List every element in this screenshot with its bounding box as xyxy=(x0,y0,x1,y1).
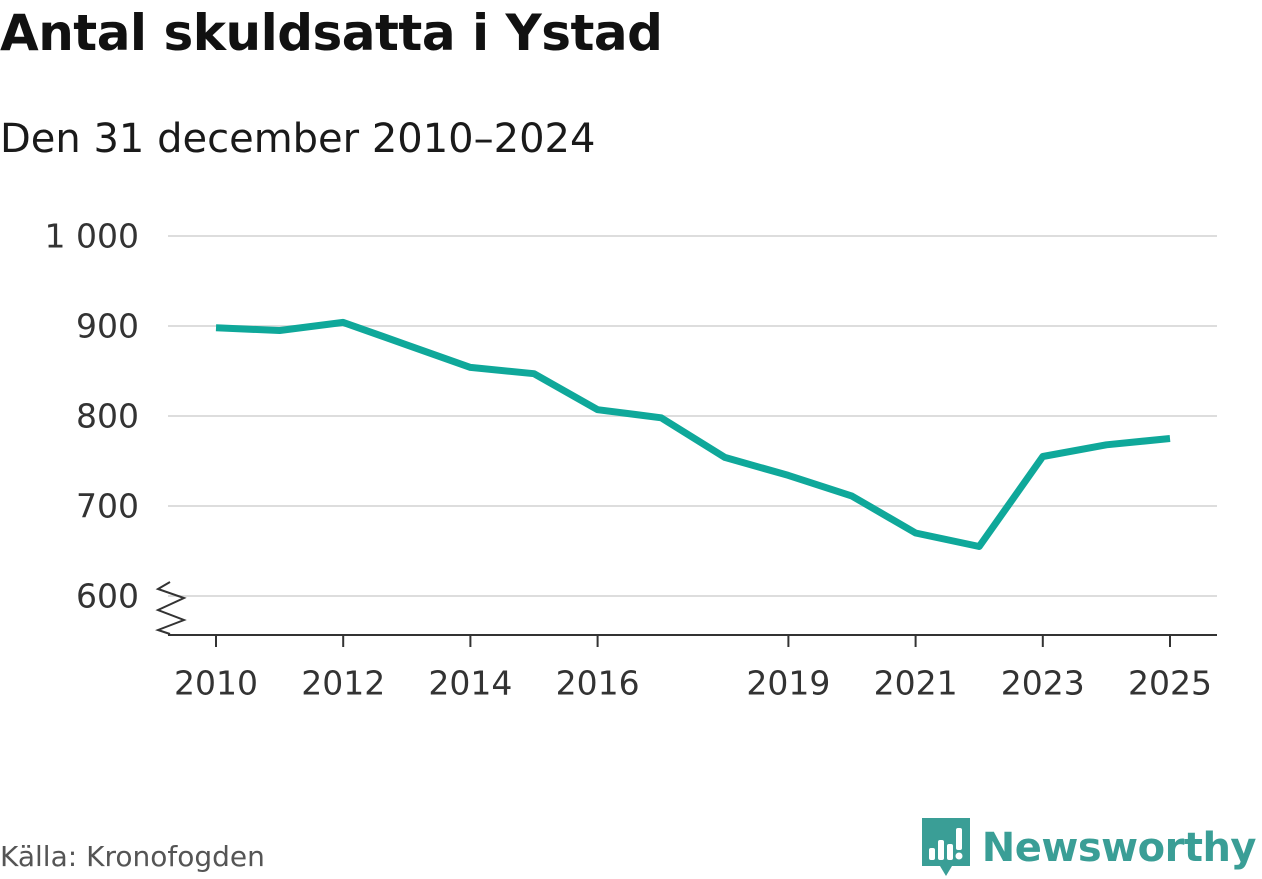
chart-subtitle: Den 31 december 2010–2024 xyxy=(0,116,596,162)
line-chart: 2010 2012 2014 2016 2019 2021 2023 2025 600 700 8… xyxy=(45,217,1217,703)
x-axis: 2010 2012 2014 2016 2019 2021 2023 2025 xyxy=(155,581,1217,703)
x-tick-label: 2012 xyxy=(301,664,385,703)
gridlines xyxy=(168,235,1217,597)
y-tick-label: 900 xyxy=(76,307,139,346)
source-note: Källa: Kronofogden xyxy=(0,840,265,873)
brand: Newsworthy xyxy=(921,818,1257,878)
x-tick-label: 2021 xyxy=(874,664,958,703)
y-tick-label: 800 xyxy=(76,397,139,436)
x-tick-label: 2019 xyxy=(746,664,830,703)
y-tick-label: 700 xyxy=(76,487,139,526)
y-tick-label: 1 000 xyxy=(45,217,139,256)
x-tick-label: 2014 xyxy=(428,664,512,703)
series-layer xyxy=(215,318,1171,550)
x-tick-label: 2025 xyxy=(1128,664,1212,703)
axis-break-mark xyxy=(155,581,187,635)
x-tick-label: 2010 xyxy=(174,664,258,703)
y-tick-label: 600 xyxy=(76,577,139,616)
brand-name: Newsworthy xyxy=(981,825,1257,871)
chart-title: Antal skuldsatta i Ystad xyxy=(0,4,663,62)
x-tick-label: 2023 xyxy=(1001,664,1085,703)
newsworthy-logo-icon xyxy=(921,818,970,876)
y-axis-labels: 600 700 800 900 1 000 xyxy=(45,217,139,616)
series-line xyxy=(215,318,1171,550)
x-tick-label: 2016 xyxy=(556,664,640,703)
